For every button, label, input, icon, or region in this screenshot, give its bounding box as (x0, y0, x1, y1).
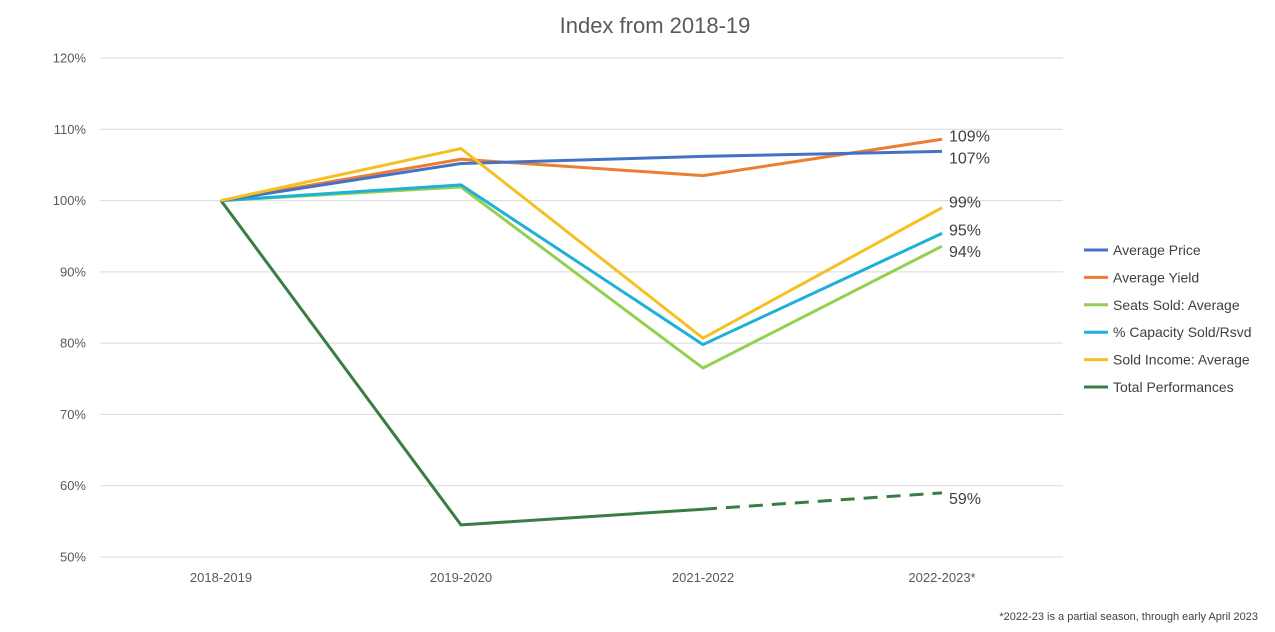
legend: Average Price Average Yield Seats Sold: Av… (1084, 242, 1252, 395)
series-line (220, 137, 943, 203)
end-value-label: 99% (949, 195, 981, 212)
y-tick-label: 50% (60, 550, 86, 565)
end-value-label: 109% (949, 128, 990, 145)
series-line-dashed (702, 491, 943, 511)
legend-label: Seats Sold: Average (1113, 297, 1240, 313)
y-tick-label: 60% (60, 478, 86, 493)
x-tick-label: 2019-2020 (430, 570, 492, 585)
end-value-label: 59% (949, 491, 981, 508)
legend-item: Sold Income: Average (1084, 352, 1250, 368)
y-tick-label: 90% (60, 264, 86, 279)
series-line (220, 183, 943, 347)
legend-label: Average Price (1113, 242, 1201, 258)
chart-title: Index from 2018-19 (560, 13, 751, 38)
legend-label: % Capacity Sold/Rsvd (1113, 324, 1252, 340)
x-axis: 2018-2019 2019-2020 2021-2022 2022-2023* (190, 570, 976, 585)
series-sold-income-average (220, 147, 943, 340)
series-lines (219, 137, 943, 527)
legend-label: Sold Income: Average (1113, 352, 1250, 368)
x-tick-label: 2022-2023* (908, 570, 975, 585)
legend-item: Average Yield (1084, 269, 1199, 285)
series-line (220, 147, 943, 340)
series-seats-sold-average (220, 185, 943, 370)
y-axis: 50% 60% 70% 80% 90% 100% 110% 120% (53, 51, 87, 565)
y-tick-label: 100% (53, 193, 87, 208)
series-average-yield (220, 137, 943, 203)
legend-item: % Capacity Sold/Rsvd (1084, 324, 1252, 340)
y-tick-label: 110% (54, 122, 87, 137)
end-value-label: 94% (949, 244, 981, 261)
footnote: *2022-23 is a partial season, through ea… (999, 611, 1258, 623)
series-average-price (220, 149, 943, 203)
y-tick-label: 80% (60, 336, 86, 351)
gridlines (100, 57, 1063, 558)
x-tick-label: 2018-2019 (190, 570, 252, 585)
end-value-label: 107% (949, 150, 990, 167)
end-value-label: 95% (949, 222, 981, 239)
series-total-performances (219, 199, 943, 527)
y-tick-label: 70% (60, 407, 86, 422)
series-line (220, 185, 943, 370)
legend-item: Total Performances (1084, 379, 1234, 395)
legend-label: Total Performances (1113, 379, 1234, 395)
legend-item: Seats Sold: Average (1084, 297, 1240, 313)
series-capacity-sold-rsvd (220, 183, 943, 347)
x-tick-label: 2021-2022 (672, 570, 734, 585)
end-labels: 107% 109% 94% 95% 99% 59% (949, 128, 990, 508)
legend-item: Average Price (1084, 242, 1201, 258)
legend-label: Average Yield (1113, 269, 1199, 285)
series-line (220, 149, 943, 203)
series-line (219, 199, 704, 527)
y-tick-label: 120% (53, 51, 87, 66)
